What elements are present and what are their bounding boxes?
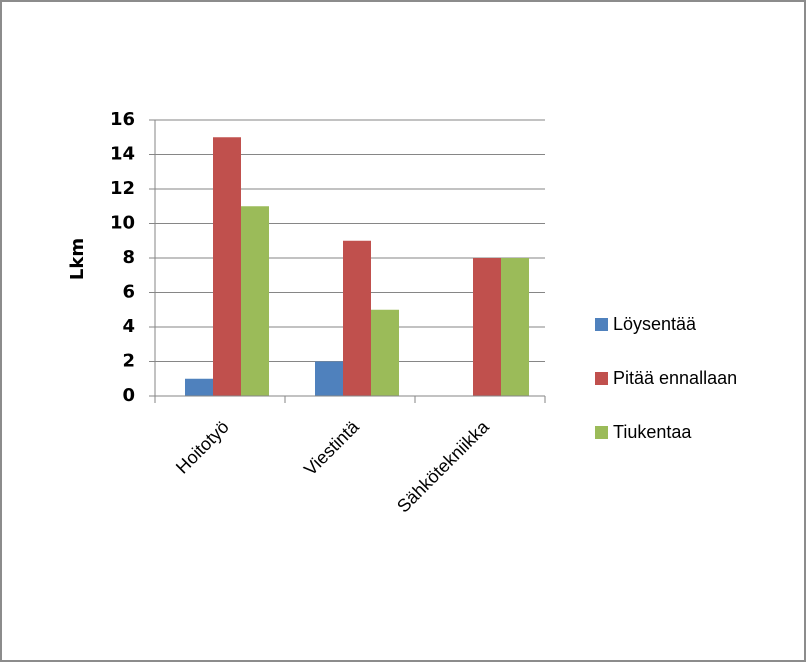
y-tick-label: 6: [122, 282, 135, 303]
legend-swatch: [595, 318, 608, 331]
x-category-label: Hoitotyö: [172, 417, 233, 478]
y-tick-label: 0: [122, 385, 135, 406]
x-category-labels: Hoitotyö Viestintä Sähkötekniikka: [172, 416, 494, 516]
bar-löysentää-0: [185, 378, 213, 396]
legend-swatch: [595, 372, 608, 385]
legend-swatch: [595, 426, 608, 439]
legend: Löysentää Pitää ennallaan Tiukentaa: [595, 314, 737, 442]
axes: [149, 119, 546, 403]
y-tick-label: 2: [122, 351, 135, 372]
bar-tiukentaa-0: [241, 206, 269, 396]
bar-pitää-ennallaan-1: [343, 240, 371, 396]
bar-tiukentaa-2: [501, 258, 529, 396]
y-tick-labels: 0 2 4 6 8 10 12 14 16: [110, 109, 135, 406]
y-tick-label: 16: [110, 109, 135, 130]
bar-löysentää-1: [315, 361, 343, 396]
bar-pitää-ennallaan-2: [473, 258, 501, 396]
legend-label: Tiukentaa: [613, 422, 692, 442]
y-tick-label: 10: [110, 213, 135, 234]
bars: [185, 137, 529, 396]
legend-label: Pitää ennallaan: [613, 368, 737, 388]
y-tick-label: 14: [110, 144, 135, 165]
legend-label: Löysentää: [613, 314, 697, 334]
y-tick-label: 4: [122, 316, 135, 337]
bar-pitää-ennallaan-0: [213, 137, 241, 396]
y-axis-label: Lkm: [67, 238, 88, 280]
y-tick-label: 8: [122, 247, 135, 268]
x-category-label: Viestintä: [300, 416, 363, 479]
x-category-label: Sähkötekniikka: [393, 416, 493, 516]
bar-tiukentaa-1: [371, 309, 399, 396]
y-tick-label: 12: [110, 178, 135, 199]
